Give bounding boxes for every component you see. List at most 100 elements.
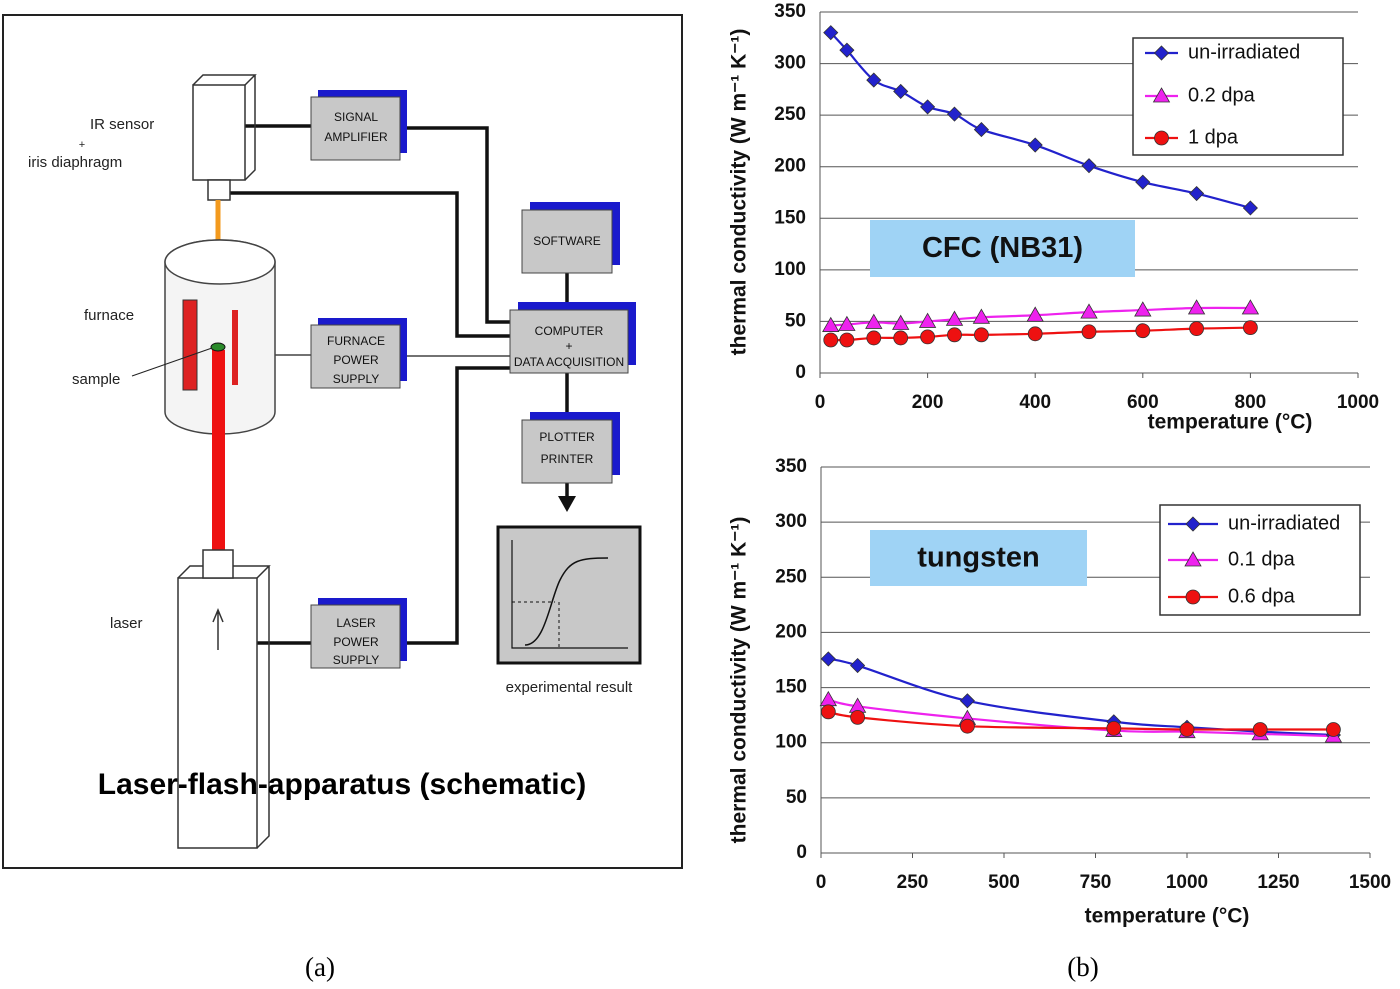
- marker: [974, 327, 989, 343]
- y-tick-label: 350: [774, 1, 806, 22]
- marker: [1179, 722, 1195, 737]
- arrow-head: [558, 496, 576, 512]
- marker: [1242, 200, 1258, 216]
- x-tick-label: 250: [897, 872, 929, 893]
- y-tick-label: 150: [775, 677, 807, 698]
- x-tick-label: 400: [1019, 392, 1051, 413]
- marker: [850, 657, 866, 674]
- box-label: SIGNAL: [334, 110, 378, 124]
- marker: [1241, 299, 1260, 315]
- marker: [893, 330, 909, 346]
- laser-power-supply: LASER POWER SUPPLY: [310, 598, 407, 669]
- label: iris diaphragm: [28, 154, 122, 171]
- legend-label: un-irradiated: [1188, 41, 1300, 63]
- annotation: tungsten: [917, 542, 1039, 574]
- laser-head: [202, 549, 234, 579]
- heater: [232, 310, 238, 385]
- sample-disc: [210, 342, 226, 352]
- marker: [1154, 130, 1169, 146]
- box-label: DATA ACQUISITION: [514, 355, 624, 369]
- marker: [1135, 174, 1151, 190]
- marker: [820, 651, 836, 667]
- marker: [918, 312, 937, 328]
- laser-arrow: [212, 608, 224, 650]
- furnace-top: [164, 239, 276, 285]
- x-tick-label: 800: [1235, 392, 1267, 413]
- y-tick-label: 300: [775, 511, 807, 532]
- furnace-power-supply: FURNACE POWER SUPPLY: [310, 318, 407, 389]
- box-label: +: [565, 339, 572, 353]
- x-axis-label: temperature (°C): [1085, 905, 1250, 928]
- x-tick-label: 1000: [1337, 392, 1379, 413]
- x-tick-label: 1250: [1257, 872, 1299, 893]
- marker: [1080, 303, 1098, 319]
- chart: 0 50 100 150 200 250 300 350 0 250 500 750 1000 1250 1…: [728, 456, 1392, 928]
- laser-beam: [212, 350, 225, 550]
- y-axis-label: thermal conductivity (W m⁻¹ K⁻¹): [728, 29, 751, 356]
- box-label: SOFTWARE: [533, 234, 601, 248]
- box-label: POWER: [333, 635, 379, 649]
- marker: [1135, 323, 1151, 339]
- marker: [946, 106, 963, 122]
- y-tick-label: 50: [785, 310, 806, 331]
- y-tick-label: 50: [786, 787, 807, 808]
- marker: [1185, 589, 1201, 605]
- annotation: CFC (NB31): [922, 232, 1083, 264]
- marker: [893, 83, 909, 99]
- marker: [865, 313, 883, 329]
- box-label: POWER: [333, 353, 379, 367]
- marker: [819, 690, 838, 707]
- marker: [920, 99, 936, 115]
- marker: [1243, 320, 1258, 336]
- box-label: SUPPLY: [333, 372, 379, 386]
- y-axis-label: thermal conductivity (W m⁻¹ K⁻¹): [728, 517, 751, 844]
- label: IR sensor: [90, 116, 154, 133]
- signal-amplifier: SIGNAL AMPLIFIER: [310, 90, 407, 161]
- marker: [1153, 45, 1170, 61]
- marker: [1326, 722, 1341, 737]
- plotter: PLOTTER PRINTER: [521, 412, 620, 484]
- marker: [1189, 321, 1204, 337]
- y-tick-label: 150: [774, 207, 806, 228]
- y-tick-label: 250: [774, 104, 806, 125]
- marker: [1081, 158, 1097, 174]
- annotation-box: [870, 530, 1087, 586]
- sample-pointer: [131, 347, 213, 377]
- marker: [1106, 720, 1122, 736]
- marker: [866, 72, 882, 88]
- marker: [1134, 301, 1152, 317]
- marker: [892, 314, 910, 330]
- marker: [1184, 551, 1202, 567]
- marker: [1027, 326, 1043, 342]
- marker: [920, 329, 935, 345]
- x-tick-label: 750: [1080, 872, 1112, 893]
- label: laser: [110, 615, 143, 632]
- heater: [182, 299, 198, 391]
- ir-sensor-edge: [192, 74, 257, 181]
- label: sample: [72, 371, 120, 388]
- box-label: PRINTER: [541, 452, 594, 466]
- x-axis-label: temperature (°C): [1148, 411, 1313, 434]
- box-label: AMPLIFIER: [324, 130, 388, 144]
- legend-label: 0.2 dpa: [1188, 84, 1256, 106]
- marker: [973, 122, 989, 138]
- marker: [1189, 185, 1205, 202]
- computer: COMPUTER + DATA ACQUISITION: [509, 302, 636, 374]
- wire: [257, 366, 510, 645]
- legend-label: un-irradiated: [1228, 512, 1340, 534]
- box-label: COMPUTER: [535, 324, 604, 338]
- chart: 0 50 100 150 200 250 300 350 0 200 400 600 800 1000 CF…: [728, 1, 1380, 434]
- marker: [820, 704, 836, 720]
- marker: [947, 327, 962, 343]
- x-tick-label: 1000: [1166, 872, 1208, 893]
- wire: [230, 191, 510, 338]
- annotation-box: [870, 220, 1135, 277]
- y-tick-label: 100: [775, 732, 807, 753]
- iris: [207, 179, 231, 201]
- marker: [972, 308, 991, 324]
- marker: [823, 25, 839, 41]
- marker: [1252, 722, 1268, 737]
- marker: [1152, 87, 1171, 103]
- wire: [400, 126, 510, 324]
